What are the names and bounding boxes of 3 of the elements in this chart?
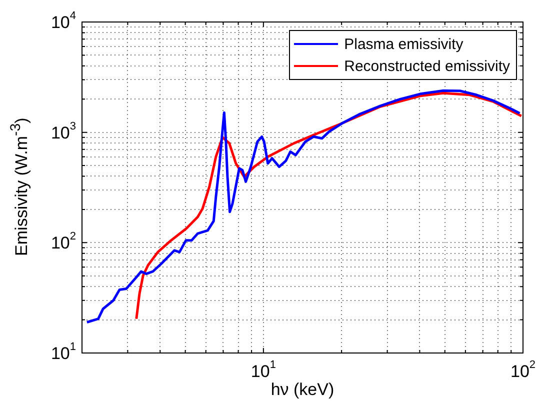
x-axis-title: hν (keV) — [270, 380, 336, 400]
legend-label: Plasma emissivity — [344, 36, 464, 52]
legend-label: Reconstructed emissivity — [344, 58, 510, 74]
